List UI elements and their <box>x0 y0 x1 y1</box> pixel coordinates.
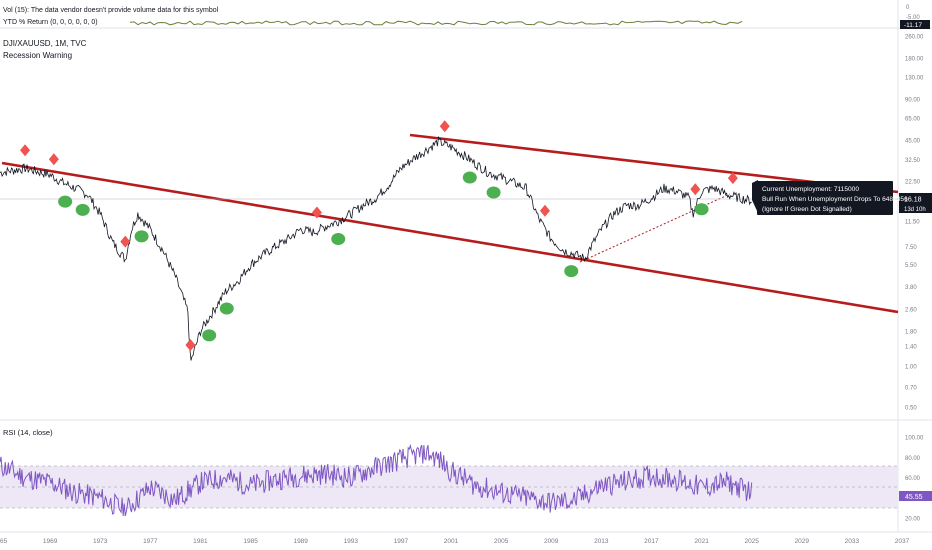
price-tick-label: 5.50 <box>905 263 917 269</box>
time-tick-label: 2001 <box>444 538 459 545</box>
time-axis: 1965 1969 1973 1977 1981 1985 1989 1993 1997 2001… <box>0 538 910 545</box>
red-signal-marker <box>48 153 59 166</box>
price-tick-label: 130.00 <box>905 76 924 82</box>
ytd-tick-0: 0 <box>906 5 910 11</box>
tooltip-pointer <box>752 180 758 213</box>
time-tick-label: 1977 <box>143 538 158 545</box>
time-tick-label: 2017 <box>644 538 659 545</box>
indicator-label[interactable]: Recession Warning <box>3 51 72 60</box>
red-signal-marker <box>20 144 31 157</box>
time-tick-label: 1981 <box>193 538 208 545</box>
price-tick-label: 45.00 <box>905 139 921 145</box>
time-tick-label: 2021 <box>694 538 709 545</box>
rsi-tick-label: 20.00 <box>905 517 921 523</box>
green-signal-marker <box>58 195 73 208</box>
time-tick-label: 1973 <box>93 538 108 545</box>
time-tick-label: 1965 <box>0 538 8 545</box>
rsi-tick-label: 60.00 <box>905 476 921 482</box>
green-signal-marker <box>219 302 234 315</box>
ytd-value-badge <box>900 20 930 29</box>
price-tick-label: 3.80 <box>905 285 917 291</box>
current-price-badge <box>899 193 932 204</box>
tooltip-line-3: (Ignore If Green Dot Signalled) <box>762 206 852 213</box>
ytd-pane: Vol (15): The data vendor doesn't provid… <box>3 5 930 29</box>
red-signal-marker <box>439 120 450 133</box>
price-tick-label: 0.70 <box>905 386 917 392</box>
rsi-tick-label: 100.00 <box>905 436 924 442</box>
green-signal-marker <box>331 232 346 245</box>
green-signal-marker <box>486 186 501 199</box>
ytd-line <box>129 20 743 26</box>
rsi-pane: RSI (14, close) 100.0080.0060.0040.0020.… <box>0 428 932 523</box>
green-signal-marker <box>462 171 477 184</box>
red-signal-marker <box>539 204 550 217</box>
green-signal-marker <box>202 329 217 342</box>
rsi-value-text: 45.55 <box>905 494 923 501</box>
price-tick-label: 32.50 <box>905 158 921 164</box>
countdown-badge <box>899 204 932 213</box>
time-tick-label: 1989 <box>293 538 308 545</box>
time-tick-label: 1993 <box>344 538 359 545</box>
time-tick-label: 1997 <box>394 538 409 545</box>
price-tick-label: 90.00 <box>905 97 921 103</box>
channel-lower-line <box>1 161 899 314</box>
price-tick-label: 7.50 <box>905 245 917 251</box>
rsi-value-badge <box>899 491 932 501</box>
price-tick-label: 180.00 <box>905 56 924 62</box>
rsi-tick-label: 80.00 <box>905 456 921 462</box>
time-tick-label: 2033 <box>845 538 860 545</box>
time-tick-label: 2013 <box>594 538 609 545</box>
current-price-value: 16.18 <box>904 197 922 204</box>
symbol-label[interactable]: DJI/XAUUSD, 1M, TVC <box>3 39 87 48</box>
green-signal-marker <box>694 203 709 216</box>
time-tick-label: 2037 <box>895 538 910 545</box>
price-tick-label: 0.50 <box>905 406 917 412</box>
ytd-indicator-label: YTD % Return (0, 0, 0, 0, 0, 0) <box>3 19 98 26</box>
time-tick-label: 2005 <box>494 538 509 545</box>
rsi-line <box>0 443 753 517</box>
price-tick-label: 2.60 <box>905 308 917 314</box>
unemployment-tooltip: Current Unemployment: 7115000 Bull Run W… <box>752 180 908 215</box>
price-tick-label: 1.00 <box>905 364 917 370</box>
vol-indicator-label: Vol (15): The data vendor doesn't provid… <box>3 7 219 14</box>
ytd-tick-1: -5.00 <box>906 15 920 21</box>
green-signal-marker <box>564 265 579 278</box>
signal-markers-group <box>20 120 738 351</box>
red-signal-marker <box>311 206 322 219</box>
rsi-label[interactable]: RSI (14, close) <box>3 428 53 437</box>
time-tick-label: 1969 <box>43 538 58 545</box>
green-signal-marker <box>75 203 90 216</box>
time-tick-label: 2025 <box>744 538 759 545</box>
price-line <box>0 135 752 361</box>
red-signal-marker <box>690 183 701 196</box>
tooltip-line-2: Bull Run When Unemployment Drops To 6481… <box>762 196 908 203</box>
price-tick-label: 260.00 <box>905 35 924 41</box>
price-tick-label: 1.40 <box>905 344 917 350</box>
tooltip-box <box>757 181 893 215</box>
price-tick-label: 1.80 <box>905 330 917 336</box>
time-tick-label: 1985 <box>243 538 258 545</box>
red-signal-marker <box>120 235 131 248</box>
countdown-value: 13d 10h <box>904 207 926 213</box>
ytd-value-text: -11.17 <box>904 22 922 29</box>
red-signal-marker <box>727 172 738 185</box>
price-series-group <box>0 135 752 361</box>
tooltip-line-1: Current Unemployment: 7115000 <box>762 186 859 193</box>
price-tick-label: 22.50 <box>905 180 921 186</box>
price-tick-label: 65.00 <box>905 117 921 123</box>
time-tick-label: 2009 <box>544 538 559 545</box>
red-signal-marker <box>185 338 196 351</box>
price-tick-label: 11.50 <box>905 220 920 226</box>
green-signal-marker <box>134 230 149 243</box>
price-axis: 260.00 180.00 130.00 90.00 65.00 45.00 32.50 22… <box>905 35 924 412</box>
time-tick-label: 2029 <box>795 538 810 545</box>
